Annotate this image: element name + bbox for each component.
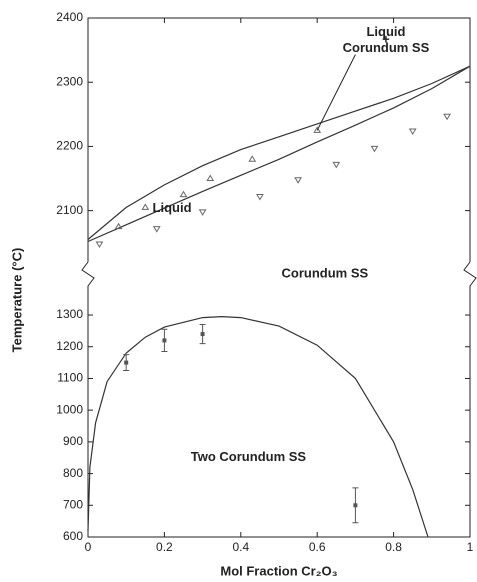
y-tick-label: 900 — [63, 434, 83, 448]
y-tick-label: 1200 — [56, 339, 83, 353]
phase-boundary — [87, 65, 471, 243]
axis-break — [81, 261, 95, 296]
data-point — [332, 161, 341, 169]
axis-frame — [87, 296, 471, 538]
y-tick-label: 1000 — [56, 402, 83, 416]
annotation: Corundum SS — [343, 40, 430, 55]
data-point — [179, 190, 188, 198]
annotation: Liquid — [366, 24, 405, 39]
y-tick-label: 1300 — [56, 307, 83, 321]
x-tick-label: 0.6 — [309, 540, 326, 554]
data-point — [95, 241, 104, 248]
y-tick-label: 2200 — [56, 139, 83, 153]
x-tick-label: 0.8 — [385, 540, 402, 554]
data-point — [200, 332, 205, 337]
y-tick-label: 800 — [63, 466, 83, 480]
data-point — [162, 338, 167, 343]
data-point — [124, 360, 129, 365]
data-point — [443, 113, 451, 121]
y-tick-label: 1100 — [57, 371, 83, 385]
x-tick-label: 0.4 — [232, 540, 249, 554]
data-point — [256, 194, 264, 201]
axis-frame — [87, 17, 471, 262]
x-tick-label: 1 — [467, 540, 474, 554]
data-point — [408, 128, 417, 135]
data-point — [370, 145, 379, 153]
data-point — [313, 126, 322, 133]
data-point — [206, 174, 215, 182]
data-point — [152, 226, 161, 233]
data-point — [141, 203, 150, 210]
data-point — [353, 503, 358, 508]
y-axis-label: Temperature (°C) — [9, 248, 24, 353]
annotation: Liquid — [153, 200, 192, 215]
phase-boundary — [87, 65, 471, 240]
axis-break — [463, 261, 477, 296]
data-point — [294, 177, 302, 184]
phase-boundary — [87, 315, 429, 538]
y-tick-label: 2400 — [56, 10, 83, 24]
y-tick-label: 700 — [63, 497, 83, 511]
x-axis-label: Mol Fraction Cr₂O₃ — [220, 563, 337, 578]
data-point — [114, 222, 123, 230]
annotation: Two Corundum SS — [191, 449, 307, 464]
y-tick-label: 2100 — [56, 203, 83, 217]
x-tick-label: 0 — [85, 540, 92, 554]
data-point — [248, 155, 257, 162]
annotation-arrow — [316, 54, 356, 131]
y-tick-label: 600 — [63, 529, 83, 543]
annotation: Corundum SS — [282, 266, 369, 281]
x-tick-label: 0.2 — [156, 540, 173, 554]
y-tick-label: 2300 — [56, 74, 83, 88]
annotation: + — [382, 31, 390, 46]
data-point — [198, 209, 207, 216]
